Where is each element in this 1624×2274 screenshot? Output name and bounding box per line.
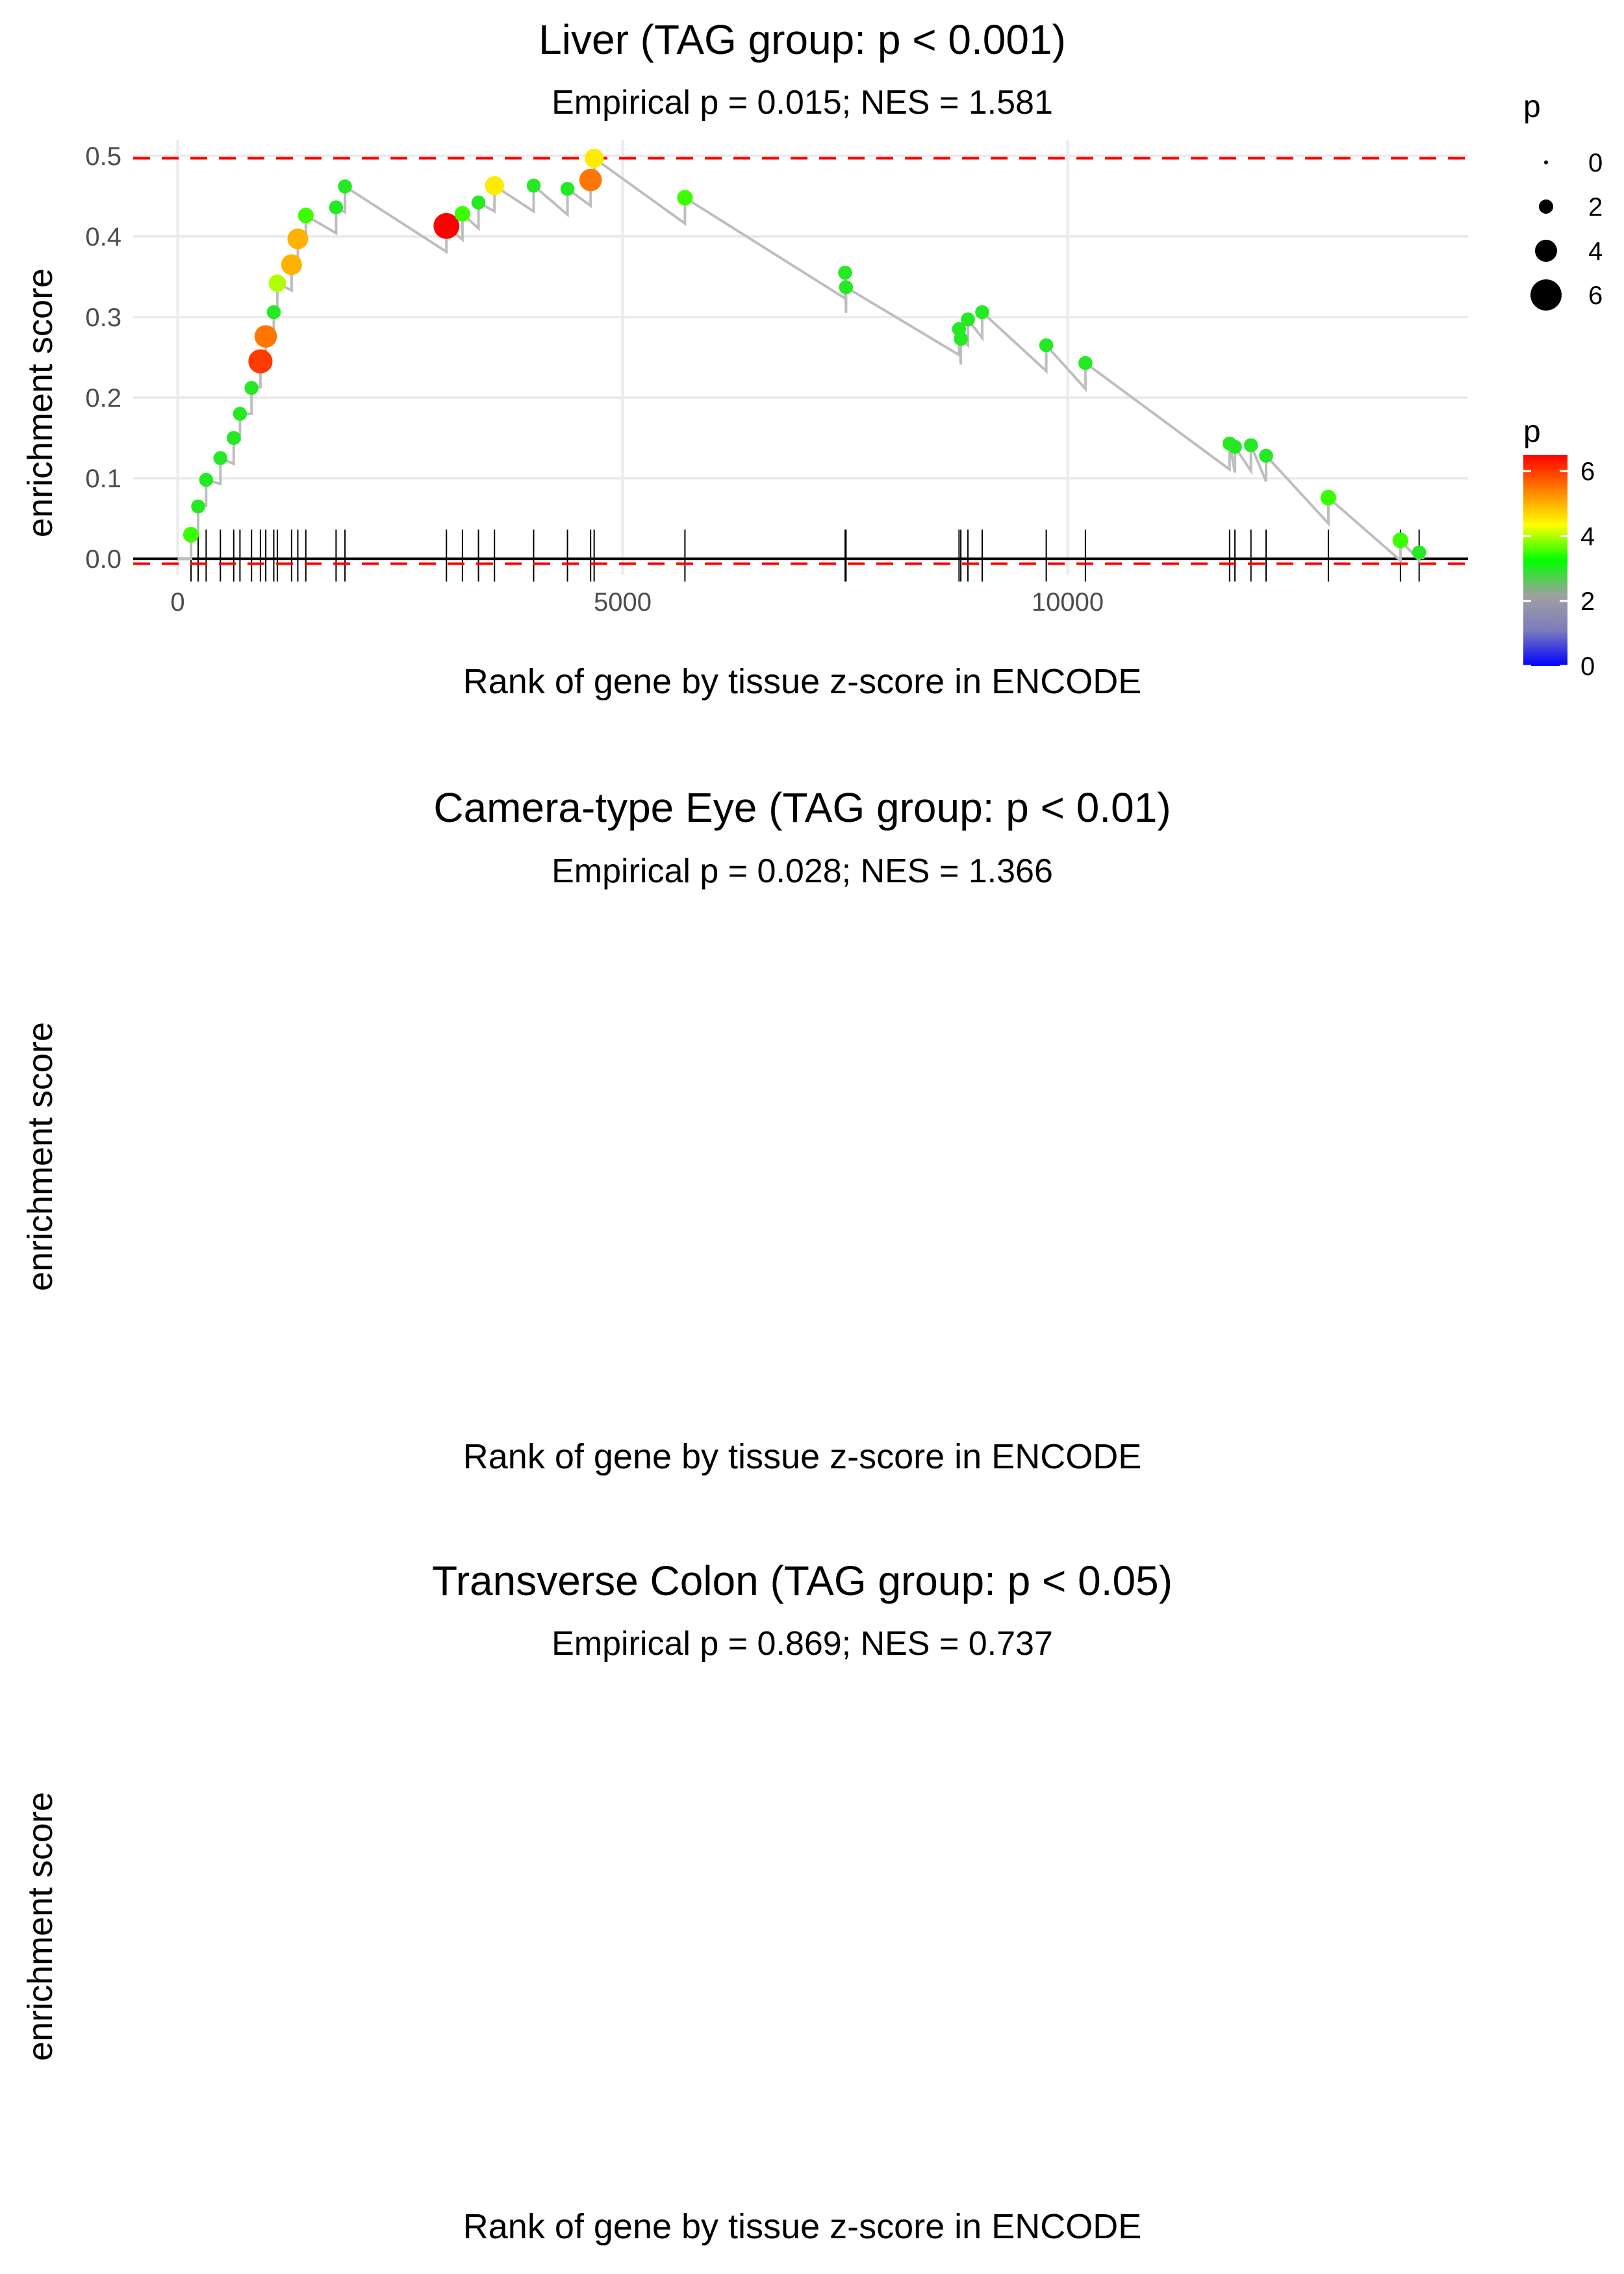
- running-es-curve: [177, 155, 1425, 564]
- y-tick-label: 0.3: [85, 303, 121, 332]
- plot-area: 0.0 0.1 0.2 0.3 0.4 0.5 0 5000 10000: [85, 140, 1468, 617]
- y-tick-label: 0.5: [85, 142, 121, 171]
- size-legend-label: 4: [1588, 237, 1603, 266]
- legend: p 0 2 4 6 p 6 4 2 0: [1523, 90, 1603, 681]
- hit-point: [213, 451, 228, 465]
- x-tick-label: 5000: [594, 588, 652, 617]
- size-legend-title: p: [1523, 90, 1541, 124]
- hit-point: [584, 148, 604, 168]
- hit-point: [281, 254, 302, 275]
- hit-point: [1259, 448, 1273, 463]
- y-tick-label: 0.4: [85, 223, 121, 251]
- panel-camera-type-eye: Camera-type Eye (TAG group: p < 0.01) Em…: [21, 784, 1171, 1476]
- hit-point: [244, 381, 259, 395]
- color-legend-label: 6: [1580, 457, 1595, 486]
- hit-point: [329, 200, 344, 215]
- size-legend-dot: [1539, 199, 1553, 214]
- hit-point: [1078, 355, 1093, 370]
- hit-point: [287, 228, 309, 249]
- y-tick-label: 0.2: [85, 384, 121, 413]
- size-legend-label: 0: [1588, 149, 1603, 177]
- hit-point: [1392, 532, 1408, 548]
- panel-title: Liver (TAG group: p < 0.001): [539, 16, 1066, 63]
- hit-point: [433, 212, 460, 239]
- hit-point: [961, 312, 975, 327]
- color-legend-label: 2: [1580, 587, 1595, 616]
- hit-point: [560, 181, 575, 196]
- size-legend-dot: [1544, 160, 1548, 164]
- color-legend-label: 0: [1580, 652, 1595, 681]
- panel-subtitle: Empirical p = 0.869; NES = 0.737: [552, 1625, 1053, 1663]
- panel-subtitle: Empirical p = 0.028; NES = 1.366: [552, 852, 1053, 890]
- x-axis-title: Rank of gene by tissue z-score in ENCODE: [463, 2207, 1141, 2246]
- x-tick-label: 10000: [1032, 588, 1104, 617]
- hit-point: [1412, 545, 1427, 560]
- y-tick-label: 0.1: [85, 465, 121, 493]
- hit-point: [191, 499, 205, 514]
- hit-point: [183, 526, 199, 543]
- hit-point: [677, 190, 693, 206]
- hit-point: [1243, 438, 1258, 453]
- size-legend-dot: [1535, 240, 1557, 262]
- hit-point: [838, 265, 852, 280]
- hit-point: [254, 325, 277, 348]
- y-axis-title: enrichment score: [21, 1022, 60, 1291]
- hit-point: [248, 349, 273, 374]
- y-axis-title: enrichment score: [21, 268, 60, 537]
- hit-point: [839, 280, 854, 294]
- hit-point: [526, 178, 541, 193]
- y-tick-label: 0.0: [85, 545, 121, 574]
- hit-point: [471, 195, 486, 210]
- color-legend-title: p: [1523, 415, 1541, 449]
- hit-point: [1320, 489, 1337, 505]
- hit-point: [227, 431, 241, 445]
- color-legend-label: 4: [1580, 522, 1595, 551]
- panel-title: Camera-type Eye (TAG group: p < 0.01): [433, 784, 1171, 831]
- hit-point: [233, 407, 247, 421]
- size-legend-dot: [1530, 279, 1562, 311]
- size-legend-label: 2: [1588, 193, 1603, 222]
- x-tick-label: 0: [170, 588, 184, 617]
- hit-point: [954, 331, 968, 346]
- x-axis-title: Rank of gene by tissue z-score in ENCODE: [463, 662, 1141, 701]
- hit-point: [454, 206, 471, 222]
- y-axis-title: enrichment score: [21, 1792, 60, 2061]
- hit-point: [298, 207, 314, 224]
- color-legend-bar: [1523, 455, 1567, 666]
- panel-subtitle: Empirical p = 0.015; NES = 1.581: [552, 84, 1053, 121]
- panel-title: Transverse Colon (TAG group: p < 0.05): [432, 1557, 1173, 1604]
- size-legend-label: 6: [1588, 281, 1603, 310]
- hit-point: [268, 274, 286, 292]
- panel-liver: Liver (TAG group: p < 0.001) Empirical p…: [21, 16, 1603, 701]
- hit-point: [579, 168, 602, 192]
- hit-point: [1228, 439, 1242, 454]
- hit-point: [199, 472, 214, 487]
- hit-point: [1039, 338, 1054, 353]
- hit-point: [338, 179, 352, 194]
- x-axis-title: Rank of gene by tissue z-score in ENCODE: [463, 1437, 1141, 1476]
- hit-point: [975, 305, 989, 320]
- hit-point: [266, 305, 281, 320]
- panel-transverse-colon: Transverse Colon (TAG group: p < 0.05) E…: [21, 1557, 1173, 2246]
- hit-point: [485, 176, 504, 196]
